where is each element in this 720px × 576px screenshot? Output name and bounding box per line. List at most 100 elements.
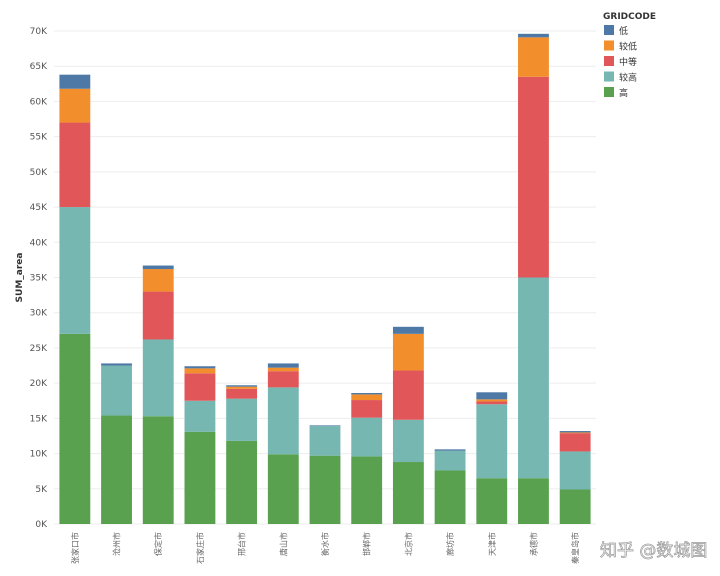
- x-tick-label: 秦皇岛市: [570, 532, 580, 564]
- x-tick-label: 沧州市: [112, 532, 122, 556]
- x-tick-label: 天津市: [487, 532, 497, 556]
- bar-segment: [518, 76, 549, 278]
- bar-segment: [101, 415, 132, 524]
- bar-segment: [226, 385, 258, 387]
- bar-segment: [142, 265, 174, 270]
- bar-segment: [518, 277, 549, 479]
- x-axis: 张家口市 沧州市 保定市 石家庄市 邢台市 唐山市 衡水市 邯郸市 北京市 廊坊市 天津市 承德市 秦皇…: [70, 532, 580, 564]
- y-tick-label: 0K: [35, 520, 48, 530]
- bar-segment: [184, 431, 216, 524]
- bar-segment: [392, 419, 424, 463]
- x-tick-label: 承德市: [528, 532, 538, 556]
- x-tick-label: 石家庄市: [195, 532, 205, 564]
- legend-label: 较高: [619, 72, 637, 84]
- bar-segment: [476, 404, 508, 479]
- y-tick-label: 10K: [30, 450, 48, 460]
- bar-segment: [559, 433, 591, 452]
- legend-swatch: [604, 56, 614, 66]
- y-tick-label: 30K: [30, 309, 48, 319]
- bar-segment: [184, 373, 216, 401]
- legend-title: GRIDCODE: [603, 12, 656, 22]
- legend-swatch: [604, 87, 614, 97]
- bar-segment: [184, 400, 216, 432]
- bar-segment: [226, 440, 258, 524]
- bar-segment: [142, 291, 174, 340]
- y-tick-label: 25K: [30, 344, 48, 354]
- bar-segment: [518, 37, 549, 77]
- x-tick-label: 邯郸市: [362, 532, 372, 556]
- x-tick-label: 邢台市: [237, 532, 247, 556]
- bar-segment: [142, 416, 174, 524]
- legend-swatch: [604, 25, 614, 35]
- bar-segment: [476, 392, 508, 400]
- legend-swatch: [604, 71, 614, 82]
- bar-segment: [101, 363, 132, 366]
- bar-segment: [267, 363, 299, 368]
- y-tick-label: 60K: [30, 97, 48, 107]
- bar-segment: [267, 454, 299, 524]
- bar-segment: [351, 400, 383, 418]
- y-tick-label: 15K: [30, 414, 48, 424]
- bar-segment: [226, 398, 258, 441]
- bar-segment: [351, 456, 383, 524]
- bar-segment: [559, 489, 591, 524]
- x-tick-label: 廊坊市: [445, 532, 455, 556]
- y-axis-label: SUM_area: [15, 253, 25, 303]
- x-tick-label: 张家口市: [70, 532, 80, 564]
- bar-segment: [476, 478, 508, 524]
- bar-segment: [476, 399, 508, 402]
- y-tick-label: 55K: [30, 133, 48, 143]
- bar-segment: [559, 451, 591, 490]
- bar-segment: [267, 387, 299, 455]
- bar-segment: [392, 333, 424, 371]
- x-tick-label: 衡水市: [320, 532, 330, 556]
- legend-label: 较低: [619, 41, 637, 53]
- bar-segment: [142, 269, 174, 292]
- bar-segment: [518, 33, 549, 38]
- x-tick-label: 保定市: [153, 532, 163, 556]
- bar-segment: [476, 401, 508, 405]
- legend-label: 高: [619, 87, 628, 99]
- bar-segment: [184, 368, 216, 374]
- y-tick-label: 5K: [35, 485, 48, 495]
- y-tick-label: 70K: [30, 27, 48, 37]
- bar-segment: [184, 366, 216, 369]
- bar-segment: [309, 425, 341, 427]
- bar-segment: [101, 365, 132, 416]
- bar-segment: [59, 333, 91, 524]
- y-tick-label: 35K: [30, 274, 48, 284]
- bar-segment: [267, 371, 299, 388]
- bar-segment: [392, 370, 424, 420]
- x-tick-label: 唐山市: [278, 532, 288, 556]
- bar-segment: [518, 478, 549, 524]
- bar-segment: [351, 393, 383, 395]
- bar-segment: [351, 394, 383, 401]
- legend-swatch: [604, 40, 614, 51]
- bar-segment: [226, 386, 258, 389]
- bar-segment: [309, 426, 341, 456]
- x-tick-label: 北京市: [403, 532, 413, 556]
- legend-label: 低: [619, 25, 628, 37]
- bar-segment: [59, 122, 91, 208]
- y-tick-label: 50K: [30, 168, 48, 178]
- y-tick-label: 65K: [30, 62, 48, 72]
- bar-segment: [434, 449, 466, 451]
- legend-label: 中等: [619, 56, 637, 68]
- y-tick-label: 20K: [30, 379, 48, 389]
- bar-segment: [434, 470, 466, 524]
- watermark-text: 知乎 @数城图: [600, 541, 707, 561]
- bar-segment: [59, 74, 91, 89]
- y-tick-label: 40K: [30, 238, 48, 248]
- bar-segment: [59, 207, 91, 334]
- bar-segment: [226, 388, 258, 399]
- bar-segment: [309, 455, 341, 524]
- bar-segment: [267, 367, 299, 372]
- bar-segment: [559, 432, 591, 434]
- bar-segment: [392, 326, 424, 334]
- bar-segment: [392, 462, 424, 524]
- bar-segment: [434, 450, 466, 471]
- y-axis: 0K 5K 10K 15K 20K 25K 30K 35K 40K 45K 50K 55K 60K 65K…: [30, 27, 48, 530]
- bar-segment: [59, 88, 91, 123]
